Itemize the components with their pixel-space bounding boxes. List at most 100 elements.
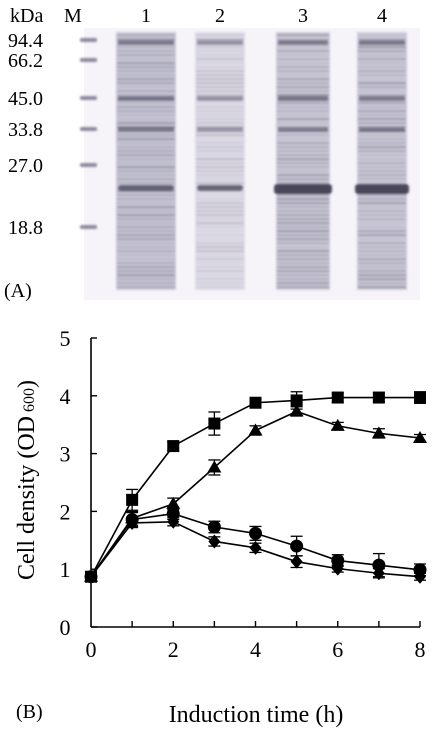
gel-band [196, 182, 244, 185]
data-point-triangle [248, 423, 263, 436]
gel-band [277, 282, 329, 285]
data-point-diamond [208, 534, 221, 549]
gel-band [117, 102, 175, 105]
gel-band [358, 122, 406, 125]
gel-band [358, 250, 406, 253]
gel-band [196, 206, 244, 209]
gel-band [117, 238, 175, 241]
gel-band [277, 110, 329, 113]
gel-band [277, 178, 329, 181]
gel-band [277, 286, 329, 289]
gel-band [277, 202, 329, 205]
gel-band [118, 40, 174, 45]
data-point-diamond [290, 554, 303, 569]
gel-band [358, 110, 406, 113]
gel-band [196, 266, 244, 269]
gel-band [358, 158, 406, 161]
data-point-diamond [85, 569, 97, 584]
gel-band [197, 127, 243, 132]
gel-band [117, 38, 175, 41]
gel-band [277, 102, 329, 105]
lane-label: 1 [141, 5, 151, 27]
lane-label: 3 [298, 5, 308, 27]
gel-band [117, 54, 175, 57]
gel-band [278, 40, 328, 45]
gel-band [196, 238, 244, 241]
gel-band [277, 134, 329, 137]
gel-band [277, 214, 329, 217]
gel-band [358, 34, 406, 37]
gel-band [277, 114, 329, 117]
gel-band [277, 154, 329, 157]
gel-band [196, 114, 244, 117]
gel-band [358, 282, 406, 285]
gel-band [117, 178, 175, 181]
data-point-circle [290, 539, 304, 553]
gel-band [196, 122, 244, 125]
gel-band [117, 174, 175, 177]
gel-band [117, 258, 175, 261]
gel-band [358, 178, 406, 181]
marker-band [80, 38, 97, 42]
gel-band [117, 274, 175, 277]
panel-b-label: (B) [16, 701, 43, 723]
gel-band [358, 182, 406, 185]
y-axis-title-subscript: 600 [21, 388, 38, 412]
gel-band [117, 194, 175, 197]
x-axis-title: Induction time (h) [169, 702, 344, 728]
gel-band [358, 218, 406, 221]
gel-band [196, 274, 244, 277]
data-point-triangle [413, 430, 427, 443]
gel-band [358, 174, 406, 177]
gel-band [358, 270, 406, 273]
gel-band [197, 40, 243, 45]
gel-band [358, 142, 406, 145]
gel-band [196, 74, 244, 77]
gel-band [117, 278, 175, 281]
gel-band [117, 270, 175, 273]
gel-band [117, 66, 175, 69]
gel-band [196, 94, 244, 97]
gel-band [117, 110, 175, 113]
gel-band [118, 127, 174, 132]
gel-band [358, 118, 406, 121]
gel-band [358, 106, 406, 109]
gel-band [277, 74, 329, 77]
gel-band [196, 70, 244, 73]
gel-band [277, 238, 329, 241]
gel-band [277, 94, 329, 97]
y-axis-title: Cell density (OD 600) [14, 380, 40, 580]
gel-band [358, 94, 406, 97]
gel-band [117, 206, 175, 209]
gel-band [277, 250, 329, 253]
gel-band [358, 154, 406, 157]
data-point-diamond [414, 569, 426, 584]
gel-panel-a: 94.466.2 45.0 33.8 27.0 18.8 1 2 3 4 kDa M (A) [4, 5, 420, 302]
gel-band [196, 34, 244, 37]
gel-band [358, 102, 406, 105]
x-tick-label: 0 [86, 637, 97, 662]
data-point-circle [207, 520, 221, 534]
gel-band [196, 90, 244, 93]
gel-band [196, 254, 244, 257]
x-tick-label: 2 [168, 637, 179, 662]
gel-band [277, 274, 329, 277]
gel-band [196, 78, 244, 81]
gel-band [358, 134, 406, 137]
gel-band [117, 266, 175, 269]
gel-band [117, 226, 175, 229]
gel-band [277, 170, 329, 173]
y-tick-label: 4 [60, 384, 71, 409]
gel-band [196, 110, 244, 113]
gel-band [117, 114, 175, 117]
gel-band [277, 234, 329, 237]
gel-band [117, 86, 175, 89]
gel-band [358, 166, 406, 169]
marker-band [80, 58, 97, 62]
gel-band [196, 66, 244, 69]
gel-band [277, 62, 329, 65]
gel-band [277, 242, 329, 245]
gel-band [358, 214, 406, 217]
y-axis-title-close: ) [14, 380, 40, 388]
gel-band [358, 230, 406, 233]
